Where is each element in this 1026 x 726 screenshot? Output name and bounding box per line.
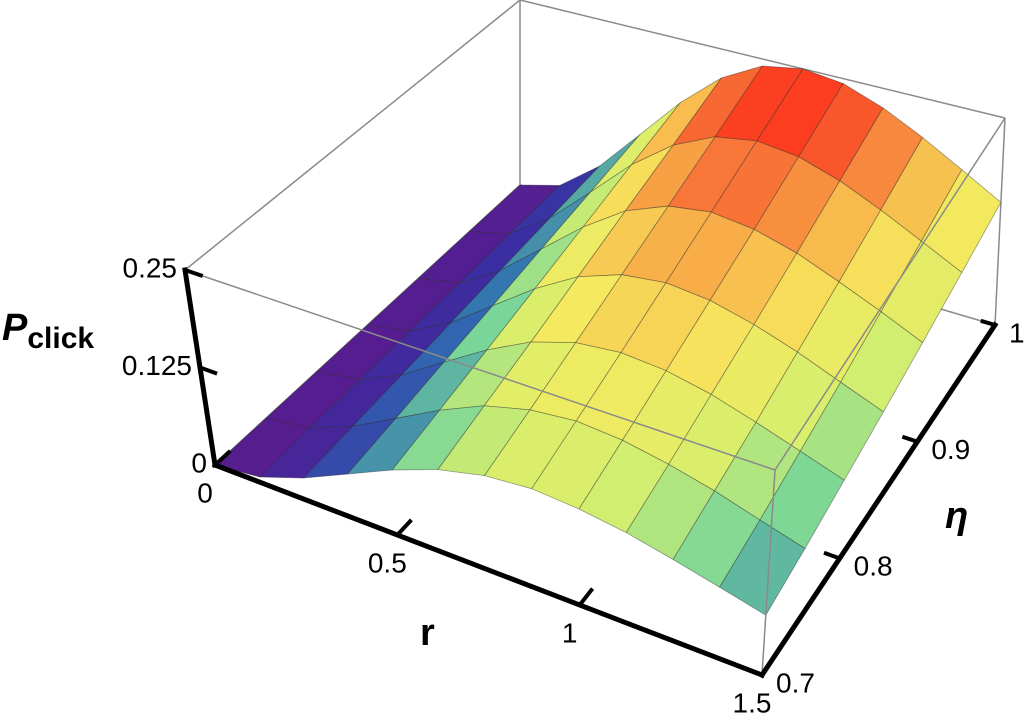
y-axis-label: η: [945, 495, 968, 537]
z-tick-label: 0: [191, 447, 207, 478]
x-tick: [395, 518, 413, 537]
box-edge: [761, 469, 776, 676]
x-tick-label: 1.5: [733, 687, 772, 718]
y-tick-label: 0.8: [854, 551, 893, 582]
x-tick-label: 0: [197, 477, 213, 508]
y-tick: [744, 666, 763, 677]
surface-cell: [719, 519, 806, 616]
x-tick-label: 1: [562, 617, 578, 648]
z-axis-label-sub: click: [27, 322, 94, 355]
z-tick: [184, 268, 204, 278]
x-tick-label: 0.5: [368, 547, 407, 578]
surface-cell: [921, 169, 1002, 273]
y-tick-label: 0.9: [931, 434, 970, 465]
z-tick: [214, 463, 233, 474]
box-edge: [774, 117, 1006, 471]
y-tick: [823, 550, 841, 561]
surface-cell: [799, 381, 884, 481]
x-tick: [760, 656, 776, 677]
y-axis: [758, 321, 999, 679]
x-tick: [578, 587, 595, 607]
box-edge: [184, 0, 521, 271]
z-tick-label: 0.125: [122, 350, 192, 381]
y-tick-label: 1: [1009, 317, 1025, 348]
box-edge: [519, 0, 1006, 119]
y-tick: [980, 318, 996, 327]
y-tick: [901, 434, 918, 444]
y-tick-label: 0.7: [776, 667, 815, 698]
box-edge: [994, 117, 1006, 326]
z-axis-label-main: P: [2, 307, 28, 349]
box-edge: [184, 269, 776, 471]
z-tick-label: 0.25: [123, 252, 178, 283]
surface: [214, 65, 1002, 616]
x-axis-label: r: [420, 612, 435, 654]
surface-cell: [880, 240, 963, 344]
x-tick: [213, 449, 232, 467]
z-tick: [199, 365, 218, 376]
x-axis: [211, 461, 766, 679]
box-front: [182, 117, 1006, 679]
z-axis-label: Pclick: [2, 307, 94, 355]
